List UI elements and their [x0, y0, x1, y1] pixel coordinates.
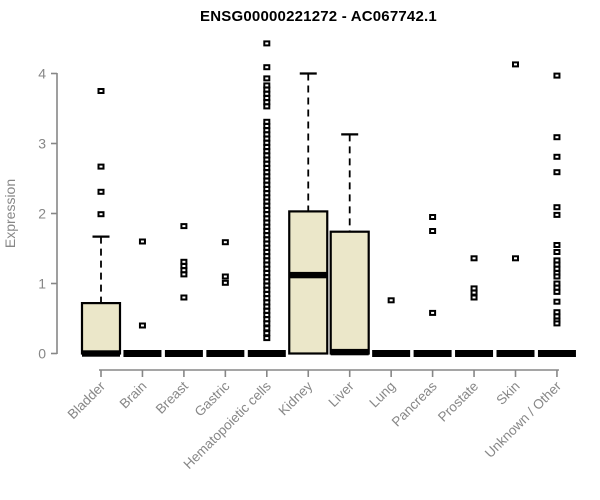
outlier-point	[553, 249, 561, 255]
x-category-label: Pancreas	[389, 378, 440, 429]
x-category-label: Skin	[493, 379, 522, 408]
outlier-point	[263, 40, 271, 47]
boxplot-box	[329, 230, 370, 355]
outlier-point	[470, 255, 478, 262]
outlier-point	[180, 223, 188, 230]
collapsed-box-bar	[537, 350, 576, 357]
outlier-point	[387, 297, 395, 304]
y-tick-label: 1	[38, 276, 46, 292]
outlier-point	[429, 309, 437, 316]
x-category-label: Kidney	[276, 378, 316, 418]
outlier-point	[512, 255, 519, 262]
outlier-point	[263, 103, 271, 110]
x-category-label: Liver	[326, 378, 358, 410]
x-category-label: Breast	[153, 378, 191, 416]
outlier-point	[138, 238, 146, 245]
y-tick-label: 4	[38, 66, 46, 82]
x-category-label: Bladder	[65, 378, 109, 422]
outlier-point	[553, 242, 561, 248]
collapsed-box-bar	[496, 350, 535, 357]
y-tick-label: 3	[38, 136, 46, 152]
outlier-point	[221, 239, 229, 246]
outlier-point	[263, 320, 271, 327]
y-tick-label: 0	[38, 346, 46, 362]
outlier-point	[263, 335, 271, 342]
outlier-point	[553, 273, 561, 280]
collapsed-box-bar	[247, 350, 286, 357]
x-category-label: Gastric	[192, 378, 233, 419]
chart-title: ENSG00000221272 - AC067742.1	[200, 8, 437, 25]
y-tick-label: 2	[38, 206, 46, 222]
collapsed-box-bar	[455, 350, 494, 357]
x-category-label: Unknown / Other	[482, 378, 565, 461]
outlier-point	[429, 228, 437, 234]
outlier-point	[263, 330, 271, 337]
boxplot-box	[80, 302, 122, 355]
outlier-point	[512, 61, 519, 68]
outlier-point	[553, 204, 561, 211]
outlier-point	[429, 214, 437, 220]
outlier-point	[553, 298, 561, 305]
outlier-point	[263, 64, 271, 71]
collapsed-box-bar	[372, 350, 411, 357]
collapsed-box-bar	[164, 350, 203, 357]
outlier-point	[470, 294, 478, 301]
x-category-label: Brain	[117, 379, 150, 412]
outlier-point	[221, 279, 229, 286]
outlier-point	[553, 169, 561, 176]
outlier-point	[180, 294, 188, 301]
outlier-point	[553, 320, 561, 327]
outlier-point	[553, 72, 561, 79]
boxplot-box	[288, 210, 329, 355]
y-axis-title: Expression	[2, 179, 18, 248]
outlier-point	[553, 153, 561, 160]
x-category-label: Prostate	[435, 379, 481, 425]
collapsed-box-bar	[123, 350, 162, 357]
outlier-point	[97, 188, 105, 195]
outlier-point	[553, 288, 561, 295]
outlier-point	[97, 211, 105, 218]
outlier-point	[470, 289, 478, 296]
outlier-point	[180, 271, 188, 278]
x-category-label: Lung	[366, 379, 398, 411]
outlier-point	[221, 273, 229, 280]
outlier-point	[263, 325, 271, 332]
median-line	[330, 348, 369, 356]
outlier-point	[97, 88, 105, 94]
outlier-point	[97, 163, 105, 170]
collapsed-box-bar	[413, 350, 452, 357]
median-line	[82, 350, 120, 357]
collapsed-box-bar	[206, 350, 245, 357]
median-line	[289, 271, 328, 279]
outlier-point	[263, 75, 271, 82]
outlier-point	[138, 322, 146, 329]
outlier-point	[553, 134, 561, 141]
outlier-point	[553, 211, 561, 218]
